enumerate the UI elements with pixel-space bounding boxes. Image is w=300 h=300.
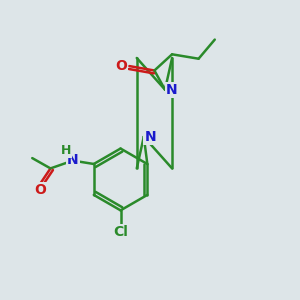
Text: Cl: Cl	[113, 225, 128, 239]
Text: O: O	[34, 183, 46, 197]
Text: O: O	[115, 59, 127, 73]
Text: N: N	[166, 82, 177, 97]
Text: N: N	[67, 153, 78, 166]
Text: N: N	[145, 130, 156, 144]
Text: H: H	[61, 144, 71, 157]
